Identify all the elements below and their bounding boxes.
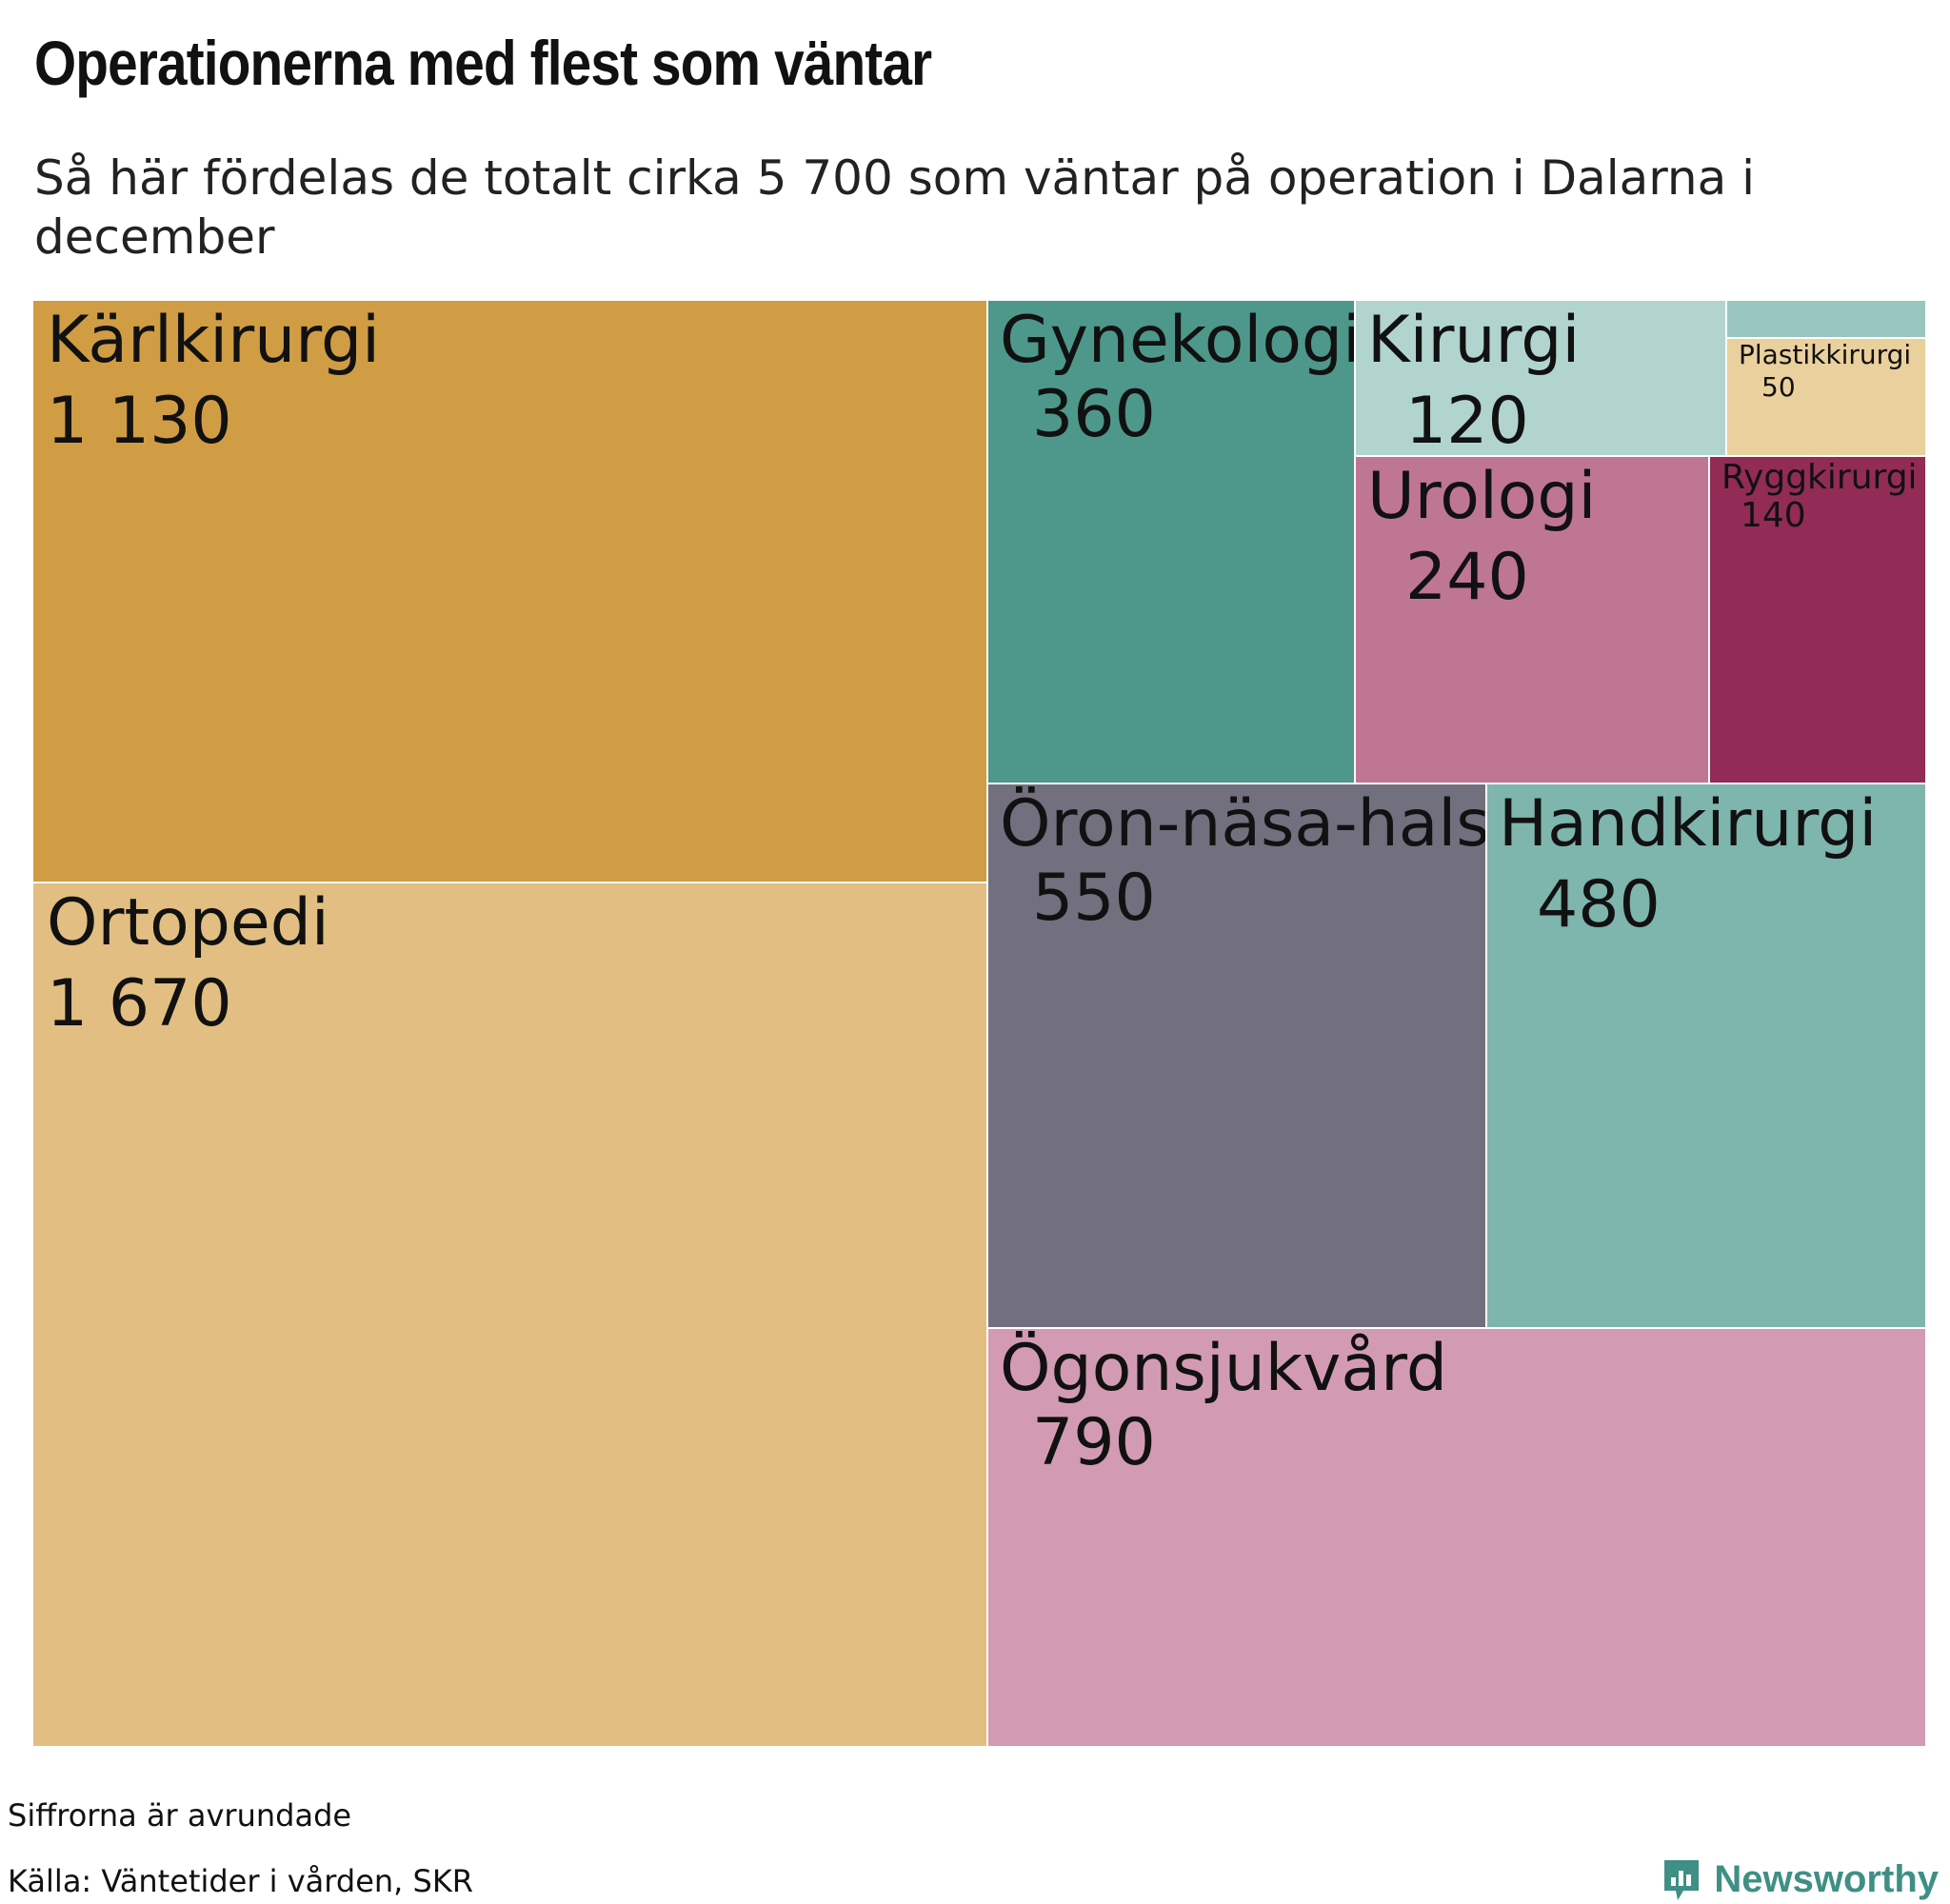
tile-label: Ortopedi	[47, 885, 329, 961]
treemap-tile: Handkirurgi 480	[1487, 784, 1927, 1329]
chart-title: Operationerna med flest som väntar	[34, 28, 932, 98]
treemap-tile: Gynekologi 360	[988, 301, 1356, 784]
tile-label: Handkirurgi	[1499, 786, 1878, 862]
tile-value: 1 670	[47, 966, 232, 1041]
tile-value: 140	[1741, 496, 1806, 535]
treemap-tile: Kirurgi 120	[1356, 301, 1727, 457]
tile-label: Urologi	[1367, 459, 1597, 534]
newsworthy-logo-icon	[1664, 1860, 1700, 1900]
treemap-tile: Kärlkirurgi 1 130	[33, 301, 988, 883]
tile-value: 480	[1537, 867, 1661, 942]
brand-logo: Newsworthy	[1661, 1856, 1939, 1902]
tile-value: 50	[1761, 371, 1796, 403]
tile-value: 360	[1032, 377, 1156, 452]
treemap-tile: Plastikkirurgi 50	[1727, 339, 1927, 457]
tile-value: 1 130	[47, 384, 232, 459]
tile-value: 550	[1032, 861, 1156, 936]
treemap-tile: Urologi 240	[1356, 457, 1710, 784]
tile-label: Gynekologi	[1000, 303, 1356, 378]
tile-value: 240	[1405, 540, 1529, 615]
treemap-tile: Ortopedi 1 670	[33, 883, 988, 1748]
treemap-tile: Öron-näsa-hals 550	[988, 784, 1487, 1329]
tile-label: Plastikkirurgi	[1739, 339, 1912, 370]
treemap-tile: Ryggkirurgi 140	[1710, 457, 1927, 784]
tile-label: Ögonsjukvård	[1000, 1331, 1448, 1406]
tile-label: Kärlkirurgi	[47, 303, 381, 378]
treemap-tile	[1727, 301, 1927, 339]
tile-label: Öron-näsa-hals	[1000, 786, 1487, 862]
tile-value: 120	[1405, 384, 1529, 457]
tile-value: 790	[1032, 1405, 1156, 1480]
tile-label: Kirurgi	[1367, 303, 1581, 378]
brand-name: Newsworthy	[1714, 1857, 1939, 1900]
source-note: Källa: Väntetider i vården, SKR	[8, 1863, 474, 1899]
rounding-note: Siffrorna är avrundade	[8, 1797, 352, 1834]
tile-label: Ryggkirurgi	[1721, 458, 1918, 497]
treemap-tile: Ögonsjukvård 790	[988, 1329, 1927, 1748]
chart-subtitle: Så här fördelas de totalt cirka 5 700 so…	[34, 150, 1756, 265]
